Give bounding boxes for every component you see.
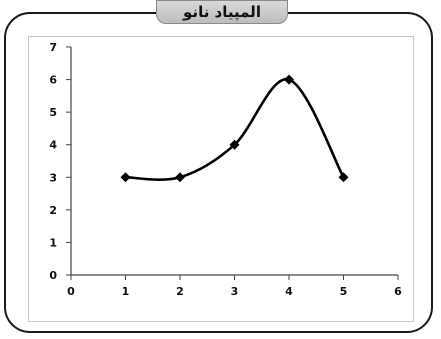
- x-tick-label: 1: [122, 285, 130, 298]
- data-point-marker: [338, 172, 349, 183]
- data-point-marker: [284, 74, 294, 85]
- y-tick-label: 1: [49, 236, 57, 249]
- data-point-marker: [229, 139, 240, 150]
- x-tick-label: 5: [340, 285, 348, 298]
- chart-title: المپیاد نانو: [183, 3, 261, 21]
- series-line: [125, 78, 345, 181]
- data-point-marker: [175, 172, 185, 183]
- y-tick-label: 3: [49, 171, 57, 184]
- x-tick-label: 6: [394, 285, 402, 298]
- x-tick-label: 3: [231, 285, 239, 298]
- data-point-marker: [120, 172, 131, 183]
- chart-title-tab: المپیاد نانو: [156, 0, 288, 24]
- x-tick-label: 2: [176, 285, 184, 298]
- x-tick-label: 0: [67, 285, 75, 298]
- x-tick-label: 4: [285, 285, 293, 298]
- y-tick-label: 7: [49, 41, 57, 54]
- y-tick-label: 5: [49, 106, 57, 119]
- y-tick-label: 4: [49, 139, 57, 152]
- plot-area-border: [28, 36, 414, 322]
- y-tick-label: 0: [49, 269, 57, 282]
- y-tick-label: 2: [49, 204, 57, 217]
- y-tick-label: 6: [49, 74, 57, 87]
